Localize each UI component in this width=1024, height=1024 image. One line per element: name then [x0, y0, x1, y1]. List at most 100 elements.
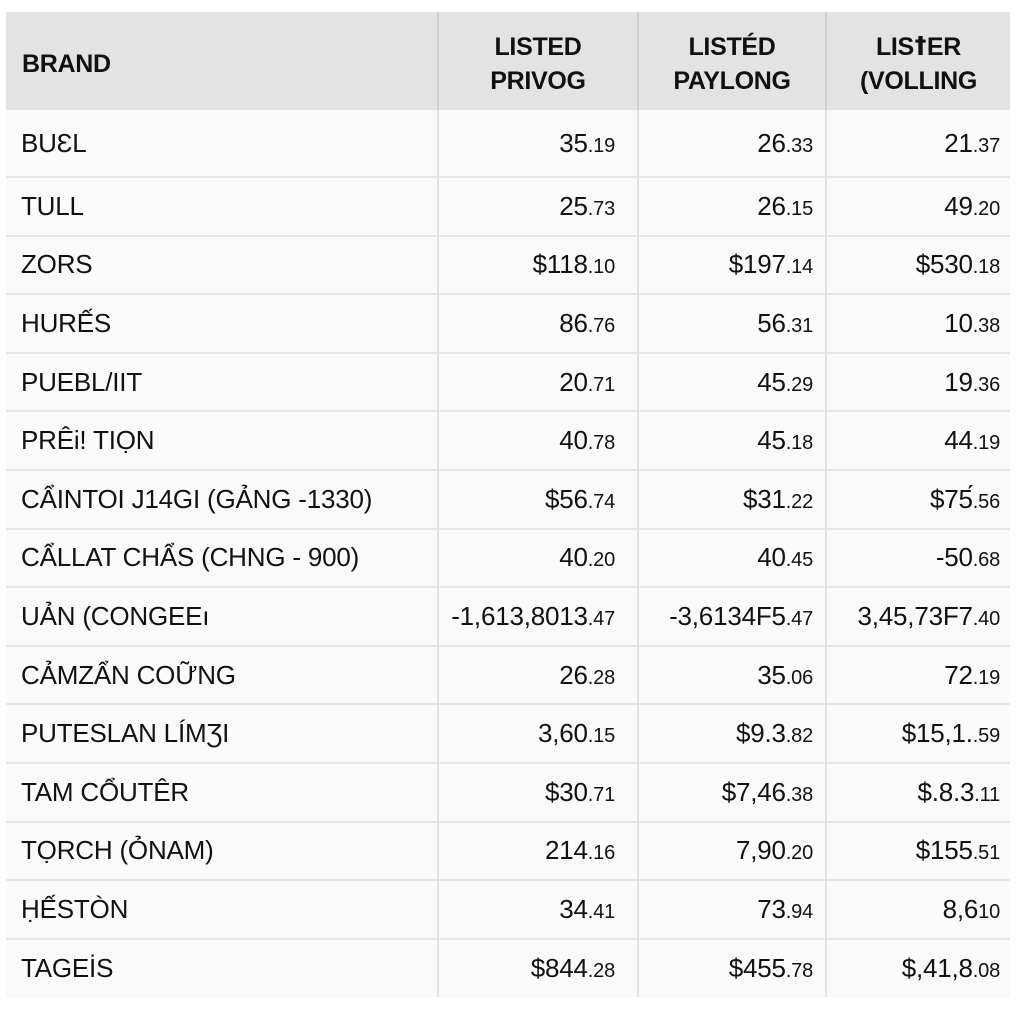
value-integer-part: $7,46 [721, 776, 786, 807]
value-decimal-part: .31 [785, 314, 813, 337]
table-row[interactable]: CẨINTOI J14GI (GẢNG -1330) $56.74 $31.22 $7… [6, 469, 1010, 529]
value-integer-part: 21 [944, 127, 973, 158]
header-label-line1: LISTED [494, 33, 582, 61]
listed-paylong-cell: 35.06 [637, 645, 826, 705]
value-decimal-part: .73 [587, 197, 615, 220]
table-row[interactable]: TULL 25.73 26.15 49.20 [6, 177, 1010, 236]
listed-privog-cell: 40.20 [437, 528, 638, 588]
value-decimal-part: .40 [972, 607, 1000, 630]
value-decimal-part: .19 [972, 666, 1000, 689]
value-integer-part: $455 [728, 953, 786, 984]
value-decimal-part: .76 [587, 314, 615, 337]
value-integer-part: 26 [757, 127, 786, 158]
value-decimal-part: .45 [785, 549, 813, 572]
listed-paylong-cell: -3,6134F5.47 [637, 587, 826, 646]
listed-paylong-cell: 26.15 [637, 177, 826, 236]
lister-volling-cell: 21.37 [825, 110, 1010, 177]
table-row[interactable]: PUTESLAN LÍMƷI 3,60.15 $9.3.82 $15,1..59 [6, 704, 1010, 763]
brand-cell: ḤẾSTÒN [21, 893, 129, 924]
table-row[interactable]: PRÊi! TIỌN 40.78 45.18 44.19 [6, 411, 1010, 470]
listed-privog-cell: 26.28 [437, 645, 638, 705]
listed-privog-cell: 86.76 [437, 294, 638, 353]
table-body: BUƐL 35.19 26.33 21.37 TULL 25.73 26.15 49.20 ZO… [6, 110, 1010, 998]
value-decimal-part: .68 [972, 549, 1000, 572]
lister-volling-cell: 19.36 [825, 352, 1010, 412]
value-decimal-part: .06 [785, 666, 813, 689]
column-header-listed-privog[interactable]: LISTED PRIVOG [437, 12, 638, 110]
value-integer-part: $56 [545, 483, 588, 514]
value-decimal-part: .29 [785, 373, 813, 396]
listed-privog-cell: 214.16 [437, 821, 638, 881]
listed-paylong-cell: 45.18 [637, 411, 826, 470]
header-label-line2: PAYLONG [673, 67, 791, 95]
value-decimal-part: .19 [587, 134, 615, 157]
column-header-brand[interactable]: BRAND [6, 12, 438, 110]
table-row[interactable]: TAGEİS $844.28 $455.78 $,41,8.08 [6, 938, 1010, 998]
value-integer-part: $75́ [930, 483, 973, 514]
table-row[interactable]: TAM CỔUTÊR $30.71 $7,46.38 $.8.3.11 [6, 762, 1010, 822]
value-decimal-part: .71 [587, 783, 615, 806]
value-decimal-part: .16 [587, 842, 615, 865]
brand-cell: CẨLLAT CHẨS (CHNG - 900) [21, 542, 360, 573]
value-decimal-part: .56 [972, 490, 1000, 513]
table-row[interactable]: CẨLLAT CHẨS (CHNG - 900) 40.20 40.45 -50.68 [6, 528, 1010, 588]
value-integer-part: 8,6 [942, 893, 979, 924]
value-integer-part: $118 [532, 249, 588, 280]
table-row[interactable]: ZORS $118.10 $197.14 $530.18 [6, 235, 1010, 295]
column-header-listed-paylong[interactable]: LISTÉD PAYLONG [637, 12, 826, 110]
table-row[interactable]: PUEBL/IIT 20.71 45.29 19.36 [6, 352, 1010, 412]
value-integer-part: 214 [545, 835, 588, 866]
value-integer-part: 45 [757, 425, 786, 456]
lister-volling-cell: $75́.56 [825, 469, 1010, 529]
value-integer-part: 19 [944, 366, 973, 397]
brand-cell: PRÊi! TIỌN [21, 425, 155, 456]
value-integer-part: 7,90 [735, 835, 786, 866]
table-row[interactable]: CẢMZẨN COỮNG 26.28 35.06 72.19 [6, 645, 1010, 705]
table-row[interactable]: BUƐL 35.19 26.33 21.37 [6, 110, 1010, 177]
listed-paylong-cell: $31.22 [637, 469, 826, 529]
value-decimal-part: .18 [972, 256, 1000, 279]
table-row[interactable]: TỌRCH (ỎNAM) 214.16 7,90.20 $155.51 [6, 821, 1010, 881]
listed-privog-cell: 40.78 [437, 411, 638, 470]
listed-privog-cell: 3,60.15 [437, 704, 638, 763]
listed-paylong-cell: $7,46.38 [637, 762, 826, 822]
listed-paylong-cell: 40.45 [637, 528, 826, 588]
header-label-line2: (VOLLING [859, 67, 978, 95]
value-decimal-part: .10 [587, 256, 615, 279]
value-integer-part: 26 [559, 659, 588, 690]
value-integer-part: $.8.3 [917, 776, 975, 807]
brand-cell: TAM CỔUTÊR [21, 776, 189, 807]
value-integer-part: 49 [944, 190, 973, 221]
listed-paylong-cell: $455.78 [637, 938, 826, 998]
lister-volling-cell: $155.51 [825, 821, 1010, 881]
value-decimal-part: .41 [587, 900, 615, 923]
value-integer-part: $15,1. [901, 718, 973, 749]
value-decimal-part: .59 [972, 725, 1000, 748]
value-decimal-part: .78 [785, 960, 813, 983]
table-row[interactable]: HURẾS 86.76 56.31 10.38 [6, 294, 1010, 353]
lister-volling-cell: $.8.3.11 [825, 762, 1010, 822]
table-row[interactable]: ḤẾSTÒN 34.41 73.94 8,610 [6, 880, 1010, 939]
header-row: BRAND LISTED PRIVOG LISTÉD PAYLONG LISꝉE… [6, 12, 1010, 110]
lister-volling-cell: $530.18 [825, 235, 1010, 295]
brand-price-table: BRAND LISTED PRIVOG LISTÉD PAYLONG LISꝉE… [6, 12, 1010, 998]
value-decimal-part: .37 [972, 134, 1000, 157]
listed-privog-cell: -1,613,8013.47 [437, 587, 638, 646]
table-row[interactable]: UẢN (CONGEEı -1,613,8013.47 -3,6134F5.47 3,… [6, 587, 1010, 646]
listed-privog-cell: $118.10 [437, 235, 638, 295]
value-integer-part: 3,60 [537, 718, 588, 749]
value-integer-part: -3,6134F5 [669, 600, 786, 631]
value-decimal-part: .94 [785, 900, 813, 923]
value-integer-part: 20 [559, 366, 588, 397]
value-decimal-part: .18 [785, 432, 813, 455]
value-decimal-part: .36 [972, 373, 1000, 396]
column-header-lister-volling[interactable]: LISꝉER (VOLLING [825, 12, 1010, 110]
value-integer-part: 3,45,73F7 [857, 600, 973, 631]
value-decimal-part: .15 [587, 725, 615, 748]
value-decimal-part: .14 [785, 256, 813, 279]
header-label: BRAND [22, 50, 111, 78]
brand-cell: BUƐL [21, 127, 87, 158]
value-integer-part: 35 [757, 659, 786, 690]
value-integer-part: 35 [559, 127, 588, 158]
listed-paylong-cell: $9.3.82 [637, 704, 826, 763]
